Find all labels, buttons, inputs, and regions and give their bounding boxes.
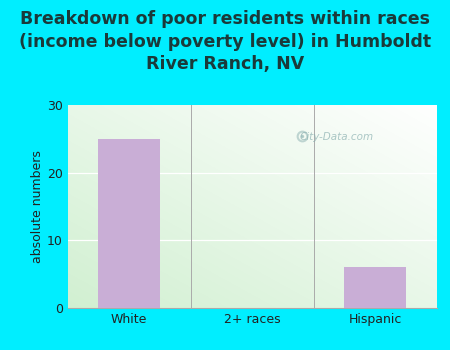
Bar bbox=[344, 267, 406, 308]
Text: Breakdown of poor residents within races
(income below poverty level) in Humbold: Breakdown of poor residents within races… bbox=[19, 10, 431, 73]
Y-axis label: absolute numbers: absolute numbers bbox=[31, 150, 44, 263]
Bar bbox=[98, 139, 160, 308]
Text: City-Data.com: City-Data.com bbox=[300, 133, 374, 142]
